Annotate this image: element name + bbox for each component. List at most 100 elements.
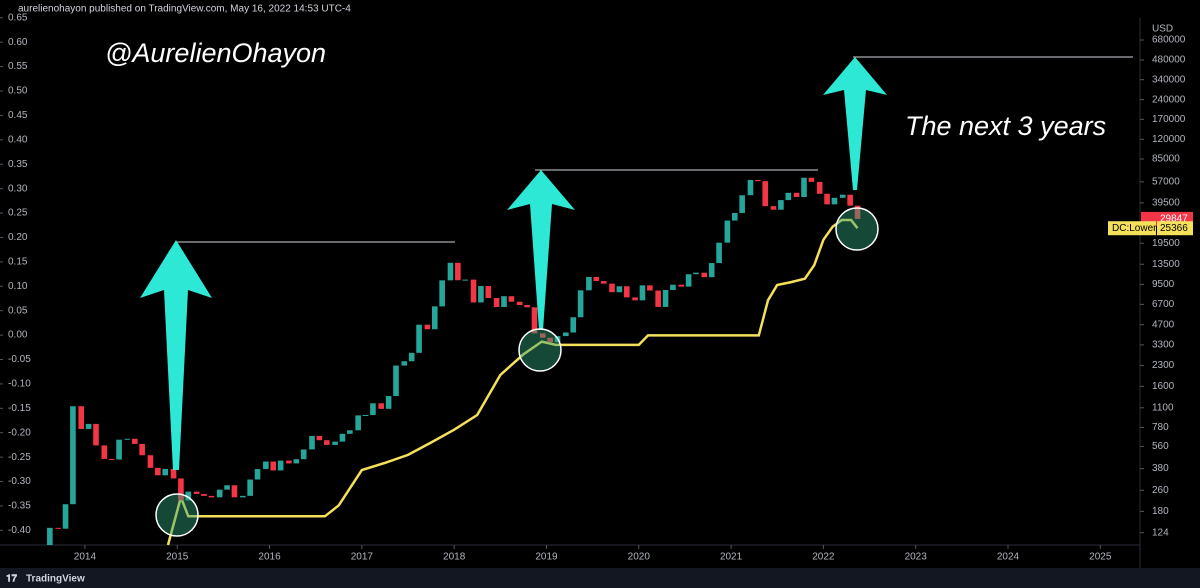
- indicator-name: DC:Lower: [1112, 223, 1157, 234]
- candle: [178, 478, 184, 501]
- candle: [293, 459, 300, 464]
- candle: [839, 194, 846, 198]
- candle: [793, 192, 800, 197]
- candle: [778, 200, 784, 210]
- candle: [639, 285, 646, 301]
- candle: [385, 396, 392, 409]
- y2-tick-label: 9500: [1152, 279, 1175, 290]
- candle: [323, 440, 330, 445]
- candle: [101, 445, 108, 459]
- y2-tick-label: 120000: [1152, 134, 1186, 145]
- y-tick-label: -0.25: [8, 452, 31, 463]
- y-tick-label: 0.60: [8, 37, 28, 48]
- candle: [762, 181, 769, 207]
- candle: [770, 206, 777, 210]
- y-tick-label: 0.65: [8, 12, 28, 23]
- candle: [470, 279, 477, 303]
- candle: [493, 298, 500, 308]
- candle: [570, 317, 577, 333]
- y2-tick-label: 180: [1152, 506, 1169, 517]
- arrow: [140, 240, 212, 470]
- plot: [47, 177, 861, 546]
- y-tick-label: 0.45: [8, 110, 28, 121]
- candle: [485, 286, 492, 299]
- y-tick-label: 0.15: [8, 256, 28, 267]
- y2-tick-label: 13500: [1152, 259, 1180, 270]
- y2-tick-label: 57000: [1152, 177, 1180, 188]
- candle: [524, 304, 530, 308]
- watermark: @AurelienOhayon: [105, 38, 326, 68]
- y-tick-label: -0.35: [8, 501, 31, 512]
- y-tick-label: 0.50: [8, 86, 28, 97]
- candle: [801, 177, 807, 197]
- y2-tick-label: 560: [1152, 441, 1169, 452]
- candle: [831, 197, 838, 205]
- y-tick-label: 0.30: [8, 183, 28, 194]
- indicator-name-box: [1108, 221, 1156, 236]
- y2-tick-label: 1600: [1152, 381, 1175, 392]
- highlight-circle: [518, 328, 562, 372]
- candle: [685, 274, 692, 287]
- x-tick-label: 2017: [351, 552, 374, 563]
- candle: [586, 276, 592, 291]
- arrow: [507, 170, 575, 330]
- candle: [124, 438, 131, 440]
- footer-bar: [0, 568, 1200, 588]
- candle: [300, 449, 307, 460]
- candle: [185, 491, 192, 501]
- candle: [55, 527, 61, 529]
- candle: [508, 296, 515, 302]
- candle: [623, 286, 630, 298]
- footer-logo: 𝟏𝟕: [6, 574, 18, 585]
- candle: [547, 337, 553, 343]
- candle: [393, 365, 399, 397]
- candle: [516, 301, 523, 305]
- candle: [609, 283, 615, 293]
- annotation: The next 3 years: [905, 111, 1106, 141]
- candle: [731, 212, 738, 221]
- y2-tick-label: 1100: [1152, 402, 1174, 413]
- y2-tick-label: 680000: [1152, 35, 1186, 46]
- x-tick-label: 2020: [628, 552, 651, 563]
- candle: [724, 220, 731, 243]
- x-tick-label: 2014: [74, 552, 97, 563]
- y-tick-label: -0.05: [8, 354, 31, 365]
- highlight-circle: [835, 207, 879, 251]
- candle: [270, 461, 277, 471]
- candle: [362, 414, 369, 416]
- y2-tick-label: 2300: [1152, 360, 1175, 371]
- candle: [424, 324, 431, 330]
- annotations: @AurelienOhayon The next 3 years: [105, 38, 1133, 537]
- candle: [593, 276, 600, 282]
- footer-brand: TradingView: [26, 574, 85, 585]
- y2-tick-label: 170000: [1152, 114, 1186, 125]
- candle: [747, 179, 754, 196]
- candle: [155, 467, 161, 476]
- candle: [447, 262, 454, 281]
- indicator-value-box: [1157, 221, 1193, 236]
- candle: [309, 435, 315, 450]
- candle: [408, 352, 415, 362]
- candle: [693, 272, 699, 275]
- candle: [662, 289, 669, 307]
- candle: [401, 361, 408, 366]
- candle: [847, 194, 853, 206]
- candle: [47, 527, 53, 545]
- header: aurelienohayon published on TradingView.…: [18, 4, 351, 15]
- x-tick-label: 2024: [997, 552, 1020, 563]
- y2-tick-label: 380: [1152, 463, 1169, 474]
- candle: [501, 296, 507, 308]
- candle: [247, 479, 253, 496]
- x-tick-label: 2025: [1089, 552, 1112, 563]
- arrow: [823, 57, 887, 190]
- candle: [854, 205, 861, 219]
- candle: [201, 493, 207, 496]
- candle: [332, 441, 338, 445]
- candle: [62, 504, 69, 529]
- y-tick-label: -0.30: [8, 476, 31, 487]
- candle: [85, 423, 92, 429]
- y2-tick-label: 124: [1152, 527, 1169, 538]
- candle: [531, 307, 538, 334]
